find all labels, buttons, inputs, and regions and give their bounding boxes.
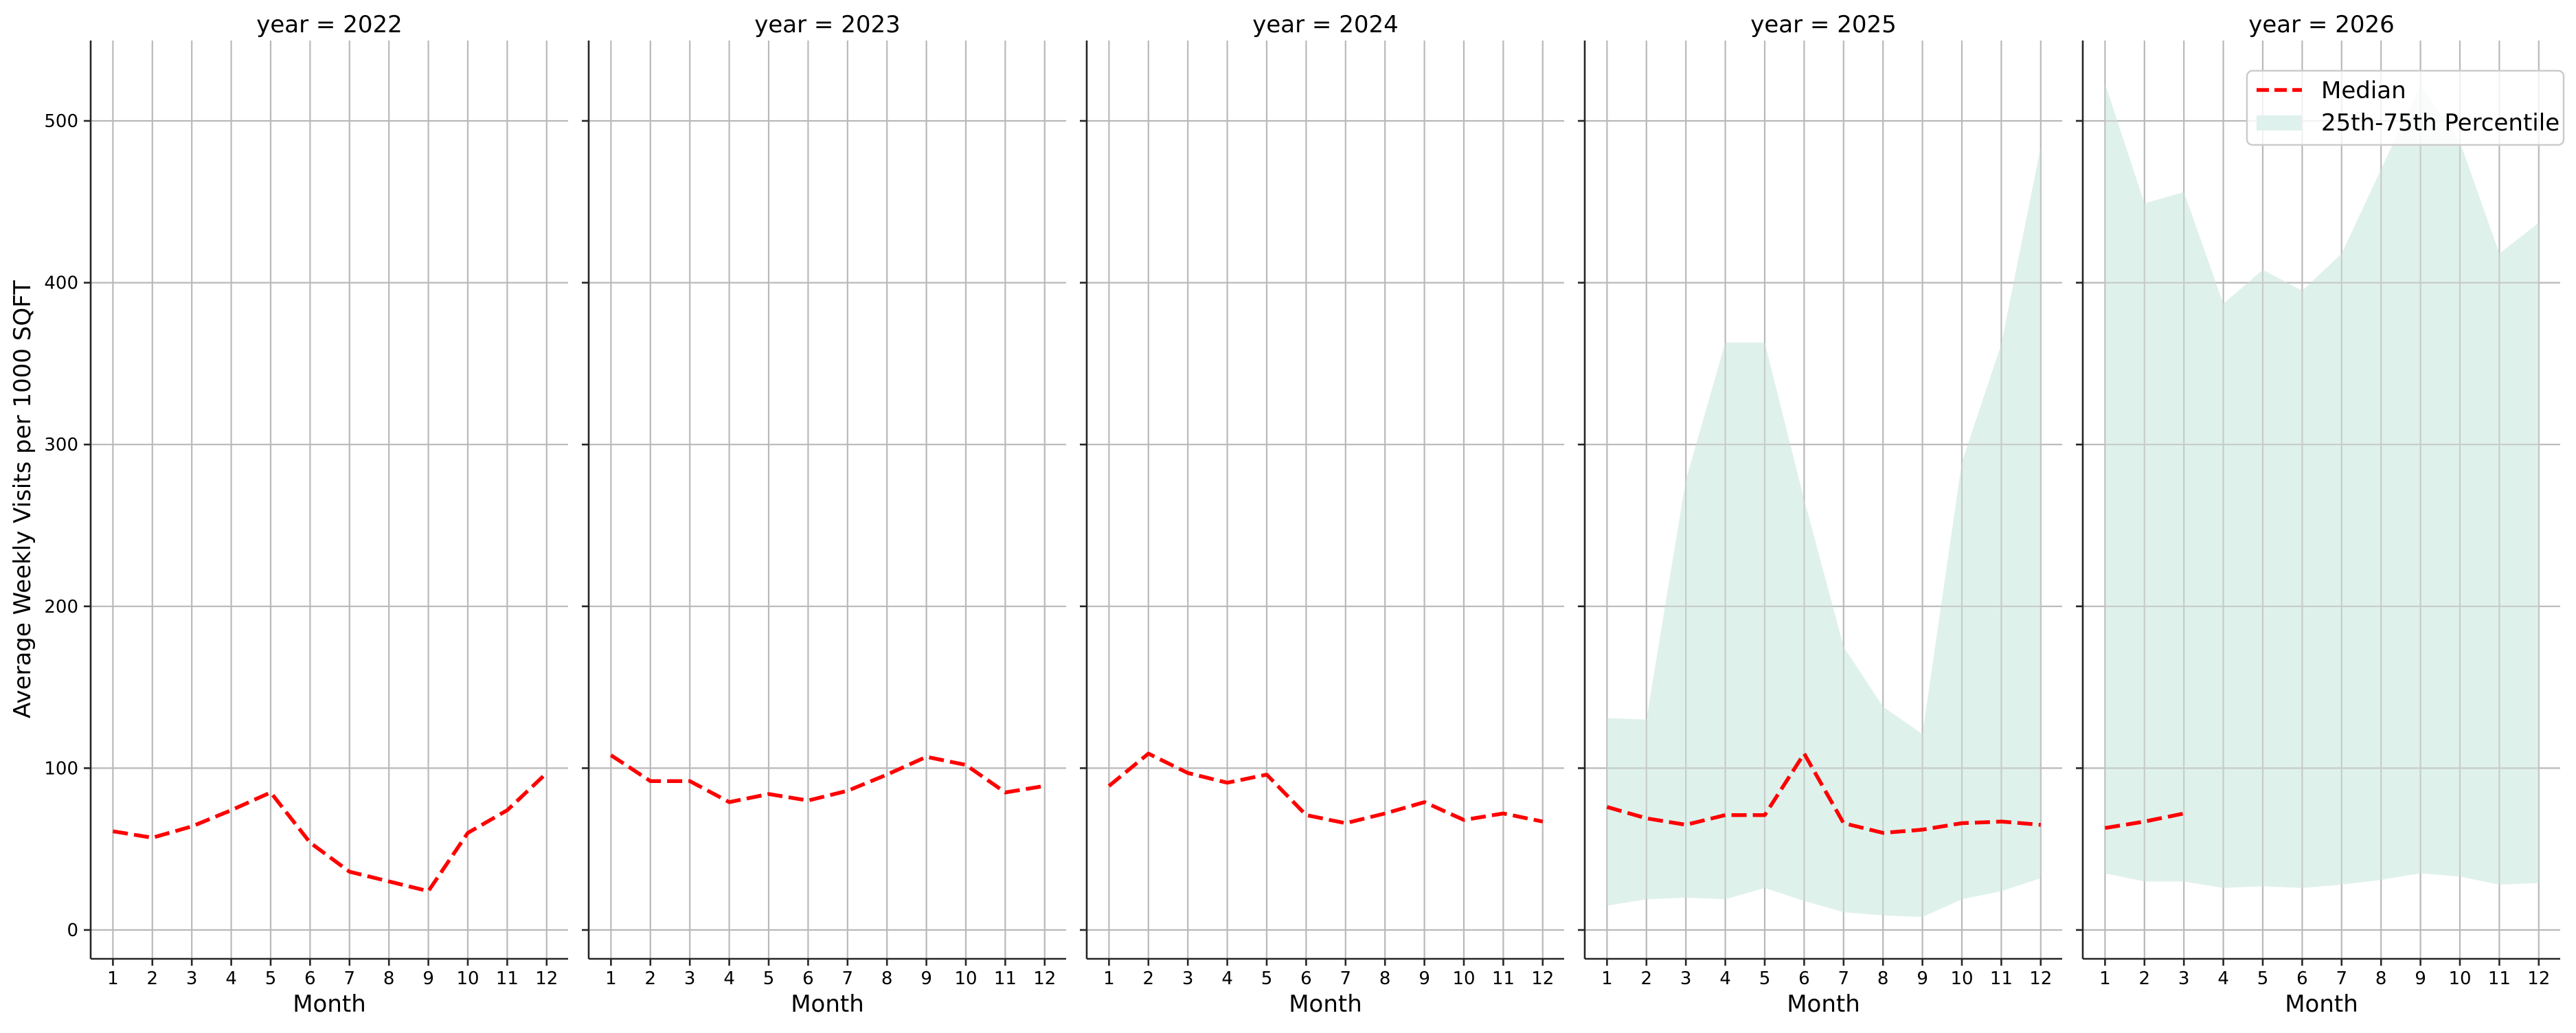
panel-title: year = 2024 xyxy=(1252,11,1398,38)
y-tick-label: 0 xyxy=(67,920,78,941)
x-tick-label: 5 xyxy=(1261,968,1273,989)
y-tick-label: 400 xyxy=(44,273,78,294)
x-tick-label: 11 xyxy=(1990,968,2013,989)
x-tick-label: 12 xyxy=(535,968,558,989)
median-line xyxy=(609,753,1046,804)
x-tick-label: 3 xyxy=(2178,968,2190,989)
x-tick-label: 12 xyxy=(1033,968,1056,989)
x-tick-label: 12 xyxy=(2029,968,2052,989)
x-tick-label: 5 xyxy=(1759,968,1771,989)
x-tick-label: 9 xyxy=(2415,968,2426,989)
percentile-band-overlay xyxy=(1607,146,2041,918)
x-tick-label: 7 xyxy=(2336,968,2348,989)
x-tick-label: 12 xyxy=(1531,968,1554,989)
legend-band-label: 25th-75th Percentile xyxy=(2321,109,2560,137)
x-axis-label: Month xyxy=(791,990,864,1018)
x-tick-label: 9 xyxy=(1419,968,1430,989)
legend: Median 25th-75th Percentile xyxy=(2246,69,2565,146)
x-tick-label: 7 xyxy=(344,968,356,989)
panel-title: year = 2026 xyxy=(2248,11,2394,38)
x-tick-label: 1 xyxy=(1601,968,1613,989)
x-tick-label: 4 xyxy=(1221,968,1233,989)
x-tick-label: 3 xyxy=(1182,968,1194,989)
y-tick-label: 500 xyxy=(44,111,78,132)
x-axis-label: Month xyxy=(293,990,366,1018)
x-tick-label: 7 xyxy=(1838,968,1850,989)
x-tick-label: 3 xyxy=(684,968,696,989)
x-tick-label: 9 xyxy=(1917,968,1928,989)
x-tick-label: 6 xyxy=(304,968,316,989)
panel-title: year = 2023 xyxy=(754,11,900,38)
x-tick-label: 5 xyxy=(2257,968,2269,989)
x-tick-label: 10 xyxy=(954,968,977,989)
x-tick-label: 11 xyxy=(496,968,519,989)
x-tick-label: 11 xyxy=(994,968,1017,989)
y-tick-label: 100 xyxy=(44,758,78,779)
y-tick-label: 200 xyxy=(44,597,78,617)
x-tick-label: 4 xyxy=(1719,968,1731,989)
x-tick-label: 10 xyxy=(1452,968,1475,989)
x-tick-label: 4 xyxy=(723,968,735,989)
median-line xyxy=(112,771,548,894)
x-tick-label: 9 xyxy=(422,968,434,989)
x-tick-label: 7 xyxy=(1340,968,1352,989)
x-tick-label: 11 xyxy=(1492,968,1515,989)
x-tick-label: 2 xyxy=(645,968,657,989)
x-tick-label: 6 xyxy=(1300,968,1312,989)
legend-median-label: Median xyxy=(2321,77,2406,104)
x-tick-label: 11 xyxy=(2488,968,2511,989)
x-tick-label: 1 xyxy=(107,968,119,989)
percentile-band xyxy=(1607,146,2041,918)
panel-title: year = 2025 xyxy=(1750,11,1896,38)
x-tick-label: 8 xyxy=(383,968,395,989)
x-tick-label: 4 xyxy=(2217,968,2229,989)
y-tick-label: 300 xyxy=(44,435,78,455)
x-tick-label: 1 xyxy=(1103,968,1115,989)
x-tick-label: 7 xyxy=(842,968,854,989)
x-tick-label: 3 xyxy=(186,968,198,989)
x-tick-label: 6 xyxy=(802,968,814,989)
x-tick-label: 1 xyxy=(605,968,617,989)
x-tick-label: 2 xyxy=(2139,968,2151,989)
legend-band-swatch-icon xyxy=(2257,115,2302,130)
x-tick-label: 12 xyxy=(2527,968,2550,989)
x-tick-label: 2 xyxy=(147,968,159,989)
x-tick-label: 4 xyxy=(225,968,237,989)
x-tick-label: 8 xyxy=(2375,968,2387,989)
median-line xyxy=(1606,751,2042,835)
x-tick-label: 5 xyxy=(265,968,277,989)
x-tick-label: 6 xyxy=(2296,968,2308,989)
x-tick-label: 2 xyxy=(1143,968,1155,989)
x-tick-label: 9 xyxy=(920,968,932,989)
x-tick-label: 10 xyxy=(1950,968,1973,989)
legend-frame xyxy=(2246,69,2565,146)
x-axis-label: Month xyxy=(1289,990,1362,1018)
x-tick-label: 1 xyxy=(2099,968,2111,989)
x-tick-label: 10 xyxy=(456,968,479,989)
median-line xyxy=(1107,751,1544,826)
x-tick-label: 3 xyxy=(1680,968,1692,989)
y-axis-label: Average Weekly Visits per 1000 SQFT xyxy=(9,280,36,718)
x-axis-label: Month xyxy=(1787,990,1860,1018)
x-axis-label: Month xyxy=(2285,990,2358,1018)
x-tick-label: 8 xyxy=(1379,968,1391,989)
x-tick-label: 5 xyxy=(763,968,775,989)
x-tick-label: 2 xyxy=(1641,968,1653,989)
x-tick-label: 6 xyxy=(1798,968,1810,989)
x-tick-label: 10 xyxy=(2448,968,2471,989)
x-tick-label: 8 xyxy=(881,968,893,989)
x-tick-label: 8 xyxy=(1877,968,1889,989)
panel-title: year = 2022 xyxy=(256,11,402,38)
percentile-band xyxy=(2105,83,2539,888)
median-line xyxy=(2104,811,2184,830)
percentile-band-overlay xyxy=(2105,83,2539,888)
